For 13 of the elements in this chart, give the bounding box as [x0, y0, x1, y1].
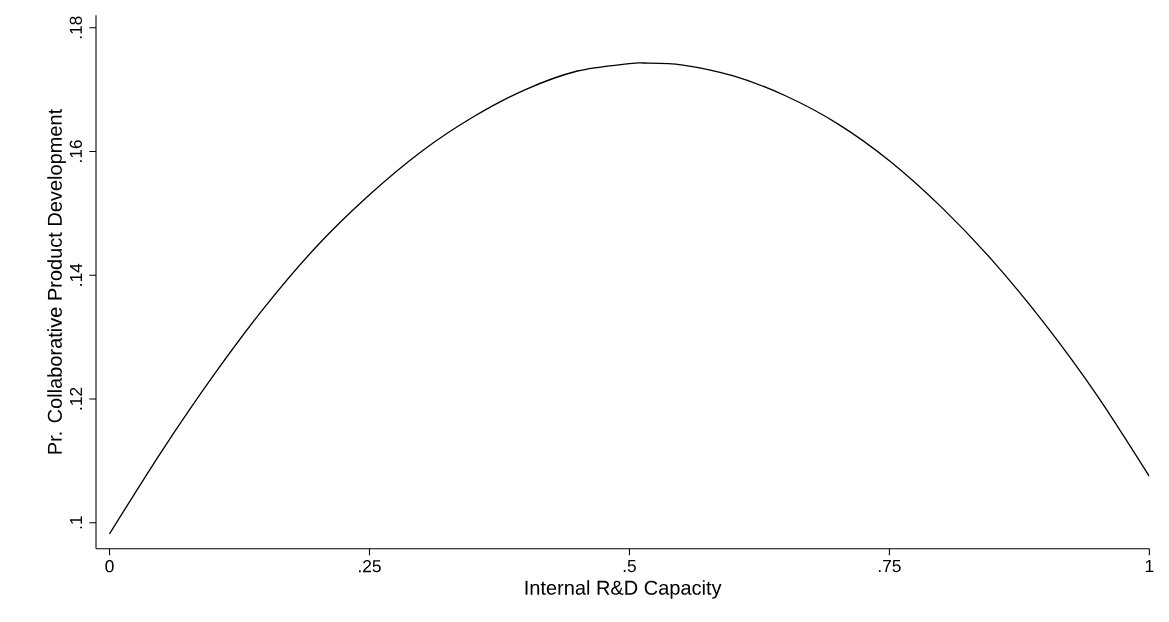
- x-tick-label: .5: [623, 560, 636, 573]
- line-series: [108, 62, 1150, 535]
- x-tick-label: .25: [359, 560, 381, 573]
- y-tick-label: .1: [70, 516, 82, 529]
- y-tick-label: .12: [69, 387, 82, 410]
- y-tick-label: .18: [69, 16, 82, 39]
- y-tick-label: .16: [69, 140, 82, 162]
- x-tick-label: 0: [105, 560, 114, 573]
- y-tick-label: .14: [70, 263, 82, 286]
- x-tick-label: 1: [1145, 560, 1154, 572]
- y-axis-title: Pr. Collaborative Product Development: [47, 108, 66, 454]
- x-tick-label: .75: [878, 560, 901, 573]
- x-axis-title: Internal R&D Capacity: [525, 580, 722, 599]
